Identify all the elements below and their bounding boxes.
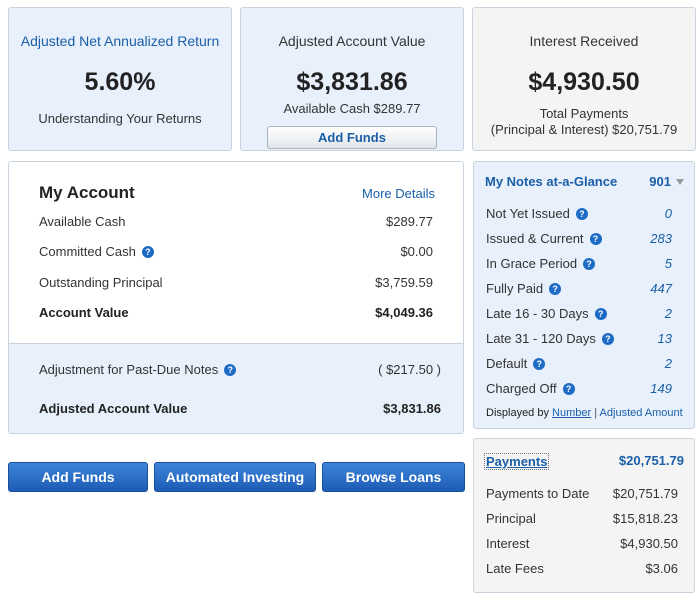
- adjusted-value: $3,831.86: [383, 401, 441, 416]
- notes-row-value[interactable]: 13: [657, 331, 672, 346]
- notes-row[interactable]: Fully Paid? 447: [486, 281, 672, 296]
- account-row-label: Outstanding Principal: [39, 275, 163, 290]
- notes-row-label: Issued & Current: [486, 231, 584, 246]
- account-value-card: Adjusted Account Value $3,831.86 Availab…: [240, 7, 464, 151]
- help-icon[interactable]: ?: [562, 382, 575, 395]
- notes-row-label: In Grace Period: [486, 256, 578, 271]
- interest-card: Interest Received $4,930.50 Total Paymen…: [472, 7, 696, 151]
- adjustment-value: ( $217.50 ): [378, 362, 441, 377]
- payments-panel: Payments $20,751.79 Payments to Date $20,…: [473, 438, 695, 593]
- notes-row[interactable]: Charged Off? 149: [486, 381, 672, 396]
- notes-row-value[interactable]: 2: [664, 356, 672, 371]
- account-value: $3,831.86: [296, 68, 408, 96]
- payments-row-label: Payments to Date: [486, 486, 590, 501]
- adjustment-label: Adjustment for Past-Due Notes: [39, 362, 219, 377]
- adjustment-section: Adjustment for Past-Due Notes? ( $217.50…: [9, 343, 463, 433]
- account-row: Available Cash $289.77: [39, 214, 433, 229]
- payments-row-value: $20,751.79: [612, 486, 678, 501]
- my-account-panel: My Account More Details Available Cash $…: [8, 161, 464, 434]
- payments-row-value: $15,818.23: [612, 511, 678, 526]
- account-row: Committed Cash? $0.00: [39, 244, 433, 259]
- account-value-title: Adjusted Account Value: [278, 33, 426, 49]
- help-icon[interactable]: ?: [601, 332, 614, 345]
- account-row-value: $4,049.36: [375, 305, 433, 320]
- add-funds-button[interactable]: Add Funds: [8, 462, 148, 492]
- dropdown-caret-icon[interactable]: [676, 178, 684, 185]
- understanding-returns-link[interactable]: Understanding Your Returns: [38, 111, 202, 126]
- notes-row-value[interactable]: 5: [664, 256, 672, 271]
- help-icon[interactable]: ?: [594, 307, 607, 320]
- help-icon[interactable]: ?: [533, 357, 546, 370]
- notes-row[interactable]: Not Yet Issued? 0: [486, 206, 672, 221]
- return-value: 5.60%: [84, 68, 156, 96]
- payments-row-label: Principal: [486, 511, 536, 526]
- automated-investing-button[interactable]: Automated Investing: [154, 462, 316, 492]
- help-icon[interactable]: ?: [141, 245, 154, 258]
- notes-title: My Notes at-a-Glance: [485, 174, 618, 189]
- notes-row[interactable]: Late 31 - 120 Days? 13: [486, 331, 672, 346]
- total-payments-label: Total Payments: [539, 106, 629, 121]
- notes-row-label: Default: [486, 356, 528, 371]
- notes-total: 901: [649, 174, 671, 189]
- return-title: Adjusted Net Annualized Return: [20, 33, 220, 49]
- account-row-label: Available Cash: [39, 214, 126, 229]
- payments-row: Payments to Date $20,751.79: [486, 486, 678, 501]
- account-row: Account Value $4,049.36: [39, 305, 433, 320]
- return-card: Adjusted Net Annualized Return 5.60% Und…: [8, 7, 232, 151]
- account-row: Outstanding Principal $3,759.59: [39, 275, 433, 290]
- payments-row: Principal $15,818.23: [486, 511, 678, 526]
- notes-row-value[interactable]: 283: [650, 231, 672, 246]
- total-payments-value: (Principal & Interest) $20,751.79: [490, 122, 678, 137]
- payments-header: Payments $20,751.79: [484, 453, 684, 470]
- adjusted-value-row: Adjusted Account Value $3,831.86: [39, 401, 441, 416]
- browse-loans-button[interactable]: Browse Loans: [322, 462, 465, 492]
- displayed-by-label: Displayed by: [486, 407, 549, 419]
- payments-row: Interest $4,930.50: [486, 536, 678, 551]
- more-details-link[interactable]: More Details: [362, 186, 435, 201]
- help-icon[interactable]: ?: [224, 363, 237, 376]
- notes-row-label: Charged Off: [486, 381, 557, 396]
- displayed-by-line: Displayed by Number | Adjusted Amount: [486, 407, 683, 419]
- notes-row-value[interactable]: 149: [650, 381, 672, 396]
- notes-row-value[interactable]: 2: [664, 306, 672, 321]
- my-account-title: My Account: [39, 183, 135, 202]
- notes-row-label: Not Yet Issued: [486, 206, 570, 221]
- payments-title-link[interactable]: Payments: [484, 453, 550, 470]
- account-row-value: $0.00: [400, 244, 433, 259]
- account-row-value: $289.77: [386, 214, 433, 229]
- account-row-label: Account Value: [39, 305, 129, 320]
- adjustment-row: Adjustment for Past-Due Notes? ( $217.50…: [39, 362, 441, 377]
- display-number-link[interactable]: Number: [552, 407, 592, 419]
- payments-total: $20,751.79: [618, 453, 684, 468]
- notes-header[interactable]: My Notes at-a-Glance 901: [485, 174, 684, 189]
- notes-panel: My Notes at-a-Glance 901 Not Yet Issued?…: [473, 161, 695, 429]
- help-icon[interactable]: ?: [575, 207, 588, 220]
- notes-row-value[interactable]: 0: [664, 206, 672, 221]
- payments-row-label: Interest: [486, 536, 530, 551]
- help-icon[interactable]: ?: [583, 257, 596, 270]
- payments-row-value: $4,930.50: [620, 536, 678, 551]
- display-separator: |: [594, 407, 598, 419]
- notes-row[interactable]: In Grace Period? 5: [486, 256, 672, 271]
- notes-row-value[interactable]: 447: [650, 281, 672, 296]
- notes-row-label: Fully Paid: [486, 281, 544, 296]
- interest-title: Interest Received: [529, 33, 639, 49]
- help-icon[interactable]: ?: [549, 282, 562, 295]
- account-row-value: $3,759.59: [375, 275, 433, 290]
- available-cash-line: Available Cash $289.77: [283, 101, 421, 116]
- notes-row-label: Late 31 - 120 Days: [486, 331, 596, 346]
- notes-row[interactable]: Default? 2: [486, 356, 672, 371]
- payments-row: Late Fees $3.06: [486, 561, 678, 576]
- add-funds-small-button[interactable]: Add Funds: [267, 126, 437, 149]
- notes-row[interactable]: Issued & Current? 283: [486, 231, 672, 246]
- payments-row-value: $3.06: [645, 561, 678, 576]
- interest-value: $4,930.50: [528, 68, 640, 96]
- payments-row-label: Late Fees: [486, 561, 544, 576]
- display-adjusted-amount-link[interactable]: Adjusted Amount: [599, 407, 683, 419]
- notes-row[interactable]: Late 16 - 30 Days? 2: [486, 306, 672, 321]
- notes-row-label: Late 16 - 30 Days: [486, 306, 589, 321]
- account-row-label: Committed Cash: [39, 244, 136, 259]
- help-icon[interactable]: ?: [589, 232, 602, 245]
- adjusted-value-label: Adjusted Account Value: [39, 401, 188, 416]
